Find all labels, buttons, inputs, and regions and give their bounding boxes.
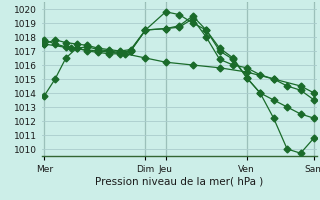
X-axis label: Pression niveau de la mer( hPa ): Pression niveau de la mer( hPa ) bbox=[95, 177, 263, 187]
